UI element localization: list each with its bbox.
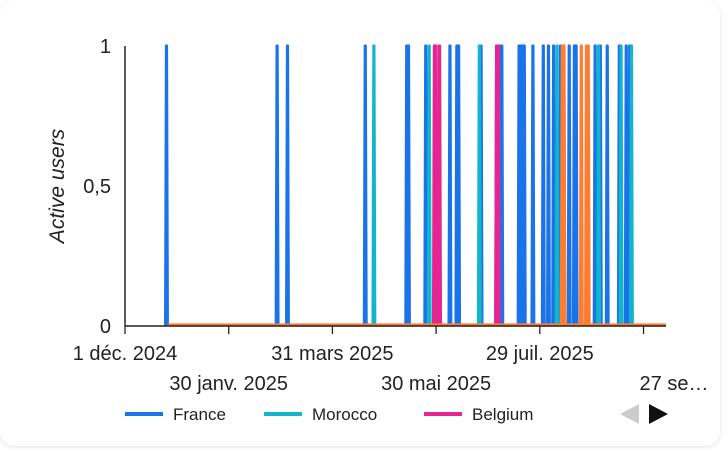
data-point [371,44,377,327]
data-point [540,44,546,327]
series-belgium [431,44,501,327]
data-point [437,44,443,327]
legend-label: Morocco [312,405,377,424]
data-point [499,44,505,327]
data-point [546,44,551,327]
chart-card: Active users 0 0,5 1 1 déc. 2024 30 janv. 2… [46,36,709,424]
y-tick-label: 0 [100,316,111,338]
x-tick-label: 1 déc. 2024 [73,343,178,365]
data-point [423,44,429,327]
data-point [573,44,579,327]
data-point [456,44,462,327]
y-tick-label: 0,5 [83,176,111,198]
legend-label: Belgium [472,405,533,424]
data-point [405,44,411,327]
data-point [566,44,572,327]
data-point [476,44,482,327]
legend-prev-arrow-icon[interactable] [620,404,639,424]
data-point [628,44,634,327]
x-tick-label: 30 janv. 2025 [169,373,288,395]
data-point [530,44,536,327]
x-tick-label: 31 mars 2025 [271,343,393,365]
legend-next-arrow-icon[interactable] [649,404,668,424]
x-ticks: 1 déc. 2024 30 janv. 2025 31 mars 2025 30 m… [73,326,709,395]
legend-pager [620,404,668,424]
legend: France Morocco Belgium [125,405,533,424]
legend-label: France [173,405,226,424]
y-ticks: 00,51 [83,36,111,338]
data-point [362,44,368,327]
data-point [285,44,290,327]
data-point [554,44,560,327]
data-point [592,44,598,327]
data-point [585,44,591,327]
y-tick-label: 1 [100,36,111,58]
data-point [447,44,453,327]
data-point [578,44,584,327]
data-point [495,44,501,327]
data-point [623,44,629,327]
data-point [274,44,280,327]
data-point [426,44,432,327]
data-point [561,44,567,327]
data-point [433,44,439,327]
series-layer [164,44,666,327]
x-tick-label: 27 se… [640,373,709,395]
series-morocco [371,44,634,327]
x-tick-label: 29 juil. 2025 [486,343,594,365]
y-axis-title: Active users [46,128,69,245]
data-point [164,44,169,327]
data-point [604,44,610,327]
series-other [559,44,591,327]
x-tick-label: 30 mai 2025 [381,373,491,395]
data-point [596,44,602,327]
data-point [551,44,557,327]
data-point [521,44,527,327]
data-point [618,44,624,327]
